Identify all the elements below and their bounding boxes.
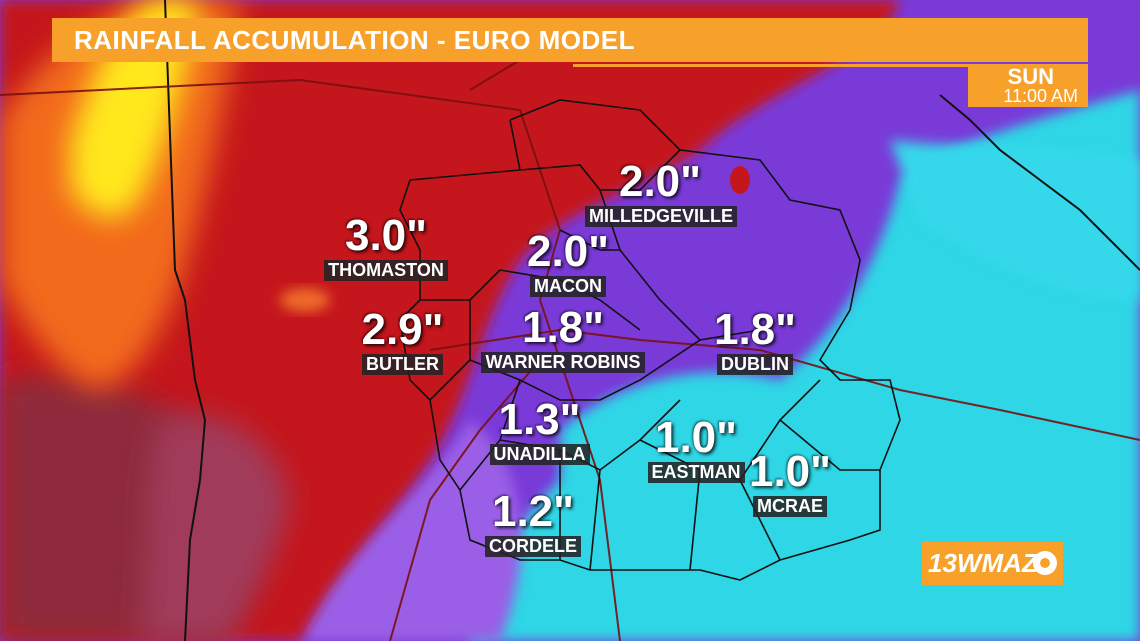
rain-amount: 1.2" xyxy=(491,487,575,536)
rain-field-cyan-north xyxy=(890,140,1140,300)
state-line xyxy=(164,0,207,641)
city-label-unadilla: 1.3" UNADILLA xyxy=(482,398,597,465)
rain-field-orange-spot xyxy=(280,288,330,312)
city-name: EASTMAN xyxy=(647,462,745,483)
rain-amount: 2.9" xyxy=(361,305,444,354)
city-name: MILLEDGEVILLE xyxy=(585,206,737,227)
rain-field-red-spot xyxy=(730,166,750,194)
city-label-butler: 2.9" BUTLER xyxy=(345,308,460,375)
city-label-thomaston: 3.0" THOMASTON xyxy=(316,214,456,281)
rain-field-dark-red-2 xyxy=(140,414,290,641)
rain-amount: 2.0" xyxy=(618,157,702,206)
station-logo-text: 13WMAZ xyxy=(928,548,1038,578)
rain-amount: 1.0" xyxy=(748,447,832,496)
rain-amount: 3.0" xyxy=(344,211,428,260)
city-name: DUBLIN xyxy=(717,354,793,375)
city-label-cordele: 1.2" CORDELE xyxy=(478,490,588,557)
city-name: CORDELE xyxy=(484,536,581,557)
rain-amount: 2.0" xyxy=(526,227,610,276)
state-line-east xyxy=(939,94,1140,271)
title-bar: RAINFALL ACCUMULATION - EURO MODEL xyxy=(52,18,1088,62)
city-label-mcrae: 1.0" MCRAE xyxy=(736,450,844,517)
city-name: THOMASTON xyxy=(324,260,448,281)
rain-amount: 1.0" xyxy=(654,413,738,462)
city-label-milledgeville: 2.0" MILLEDGEVILLE xyxy=(585,157,737,227)
rain-amount: 1.8" xyxy=(713,305,797,354)
city-label-dublin: 1.8" DUBLIN xyxy=(700,308,810,375)
city-name: UNADILLA xyxy=(489,444,590,465)
city-name: BUTLER xyxy=(362,354,443,375)
city-name: MCRAE xyxy=(753,496,827,517)
rain-amount: 1.3" xyxy=(498,395,581,444)
timestamp-bar xyxy=(573,64,1088,67)
city-label-warner-robins: 1.8" WARNER ROBINS xyxy=(478,306,648,373)
cbs-eye-icon xyxy=(1033,551,1057,575)
page-title: RAINFALL ACCUMULATION - EURO MODEL xyxy=(74,25,636,55)
city-label-eastman: 1.0" EASTMAN xyxy=(640,416,752,483)
timestamp-box: SUN 11:00 AM xyxy=(968,64,1088,107)
timestamp-day: SUN xyxy=(1007,64,1054,89)
rain-amount: 1.8" xyxy=(521,303,605,352)
city-label-macon: 2.0" MACON xyxy=(508,230,628,297)
timestamp-time: 11:00 AM xyxy=(1003,86,1078,106)
city-name: MACON xyxy=(530,276,606,297)
station-logo: 13WMAZ xyxy=(922,542,1063,585)
rain-field-light-purple xyxy=(300,420,522,641)
city-name: WARNER ROBINS xyxy=(481,352,645,373)
